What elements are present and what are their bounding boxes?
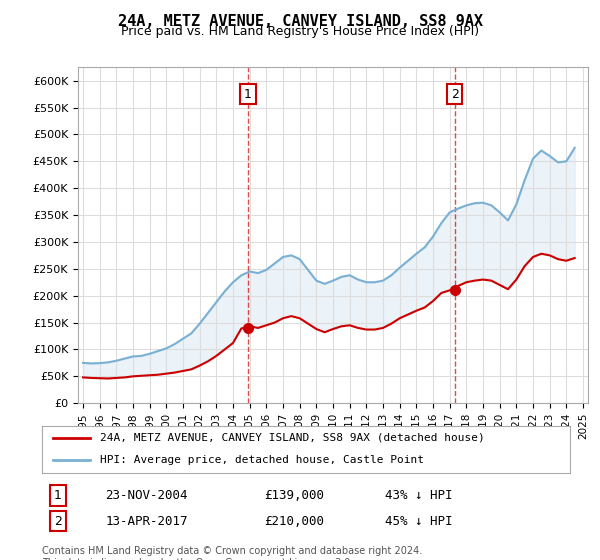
Text: 2: 2 <box>54 515 62 528</box>
Text: 24A, METZ AVENUE, CANVEY ISLAND, SS8 9AX (detached house): 24A, METZ AVENUE, CANVEY ISLAND, SS8 9AX… <box>100 432 485 442</box>
Text: Contains HM Land Registry data © Crown copyright and database right 2024.
This d: Contains HM Land Registry data © Crown c… <box>42 546 422 560</box>
Text: 2: 2 <box>451 87 458 101</box>
Text: £139,000: £139,000 <box>264 489 324 502</box>
Text: 23-NOV-2004: 23-NOV-2004 <box>106 489 188 502</box>
Text: £210,000: £210,000 <box>264 515 324 528</box>
Text: 43% ↓ HPI: 43% ↓ HPI <box>385 489 453 502</box>
Text: 13-APR-2017: 13-APR-2017 <box>106 515 188 528</box>
Text: 1: 1 <box>54 489 62 502</box>
Text: 24A, METZ AVENUE, CANVEY ISLAND, SS8 9AX: 24A, METZ AVENUE, CANVEY ISLAND, SS8 9AX <box>118 14 482 29</box>
Text: 1: 1 <box>244 87 252 101</box>
Text: Price paid vs. HM Land Registry's House Price Index (HPI): Price paid vs. HM Land Registry's House … <box>121 25 479 38</box>
Text: 45% ↓ HPI: 45% ↓ HPI <box>385 515 453 528</box>
Text: HPI: Average price, detached house, Castle Point: HPI: Average price, detached house, Cast… <box>100 455 424 465</box>
